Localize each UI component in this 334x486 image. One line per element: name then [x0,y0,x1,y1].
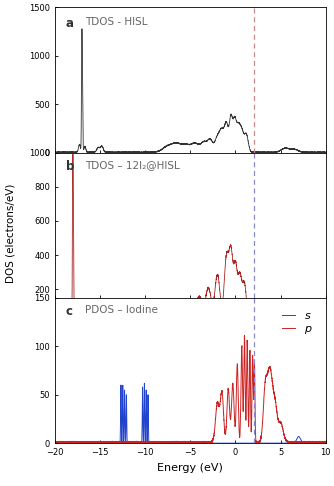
$s$ [53,440,57,446]
Legend: $s$, $p$: $s$, $p$ [278,306,317,341]
$p$ [242,332,246,338]
$p$ [315,438,319,444]
$s$ [324,440,328,446]
Text: PDOS – Iodine: PDOS – Iodine [85,305,158,315]
$s$ [182,440,186,446]
$p$ [250,407,254,413]
$p$ [182,439,186,445]
X-axis label: Energy (eV): Energy (eV) [157,463,223,473]
Text: c: c [66,305,73,318]
Text: TDOS – 12I₂@HISL: TDOS – 12I₂@HISL [85,160,180,170]
$s$ [142,381,146,386]
$s$ [167,440,171,446]
$p$ [324,440,328,446]
$p$ [302,439,306,445]
Line: $s$: $s$ [55,383,326,443]
$p$ [167,438,171,444]
$p$ [169,439,173,445]
$s$ [302,440,306,446]
$s$ [250,440,254,446]
Text: a: a [66,17,74,31]
Line: $p$: $p$ [55,335,326,443]
$s$ [315,440,319,446]
Text: b: b [66,160,74,173]
Text: DOS (electrons/eV): DOS (electrons/eV) [5,184,15,283]
Text: TDOS - HISL: TDOS - HISL [85,17,147,28]
$s$ [169,440,173,446]
$p$ [197,440,201,446]
$p$ [53,440,57,446]
